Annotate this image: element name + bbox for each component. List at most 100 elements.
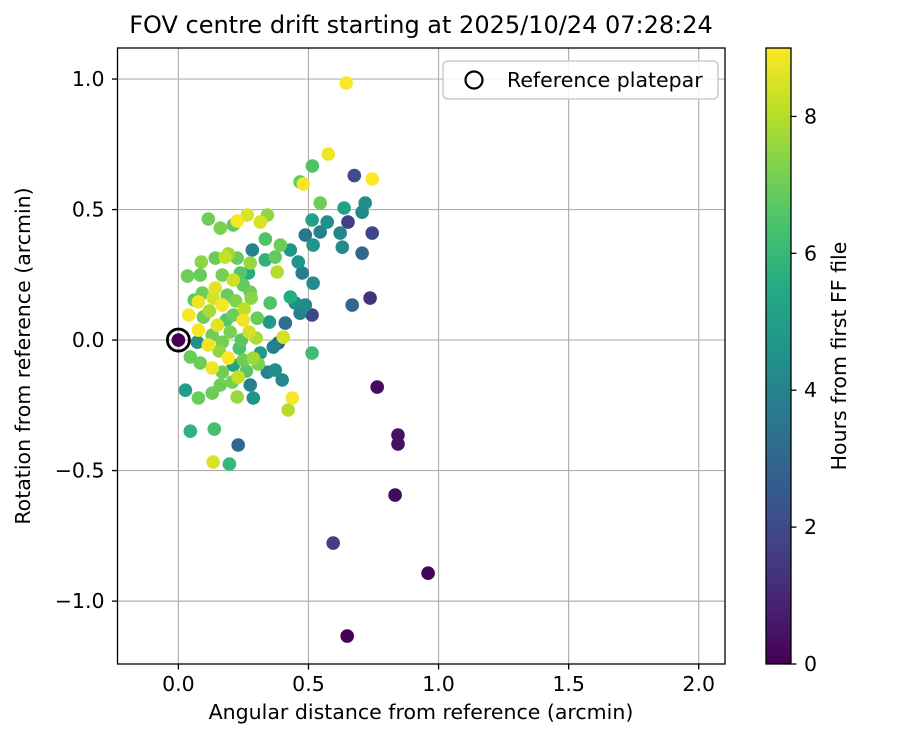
colorbar-tick-label: 6 [804,241,817,265]
scatter-point [243,378,257,392]
scatter-point [242,325,256,339]
scatter-point [230,390,244,404]
scatter-point [183,424,198,439]
scatter-point [313,196,328,210]
scatter-point [190,335,205,350]
scatter-point [215,298,229,312]
scatter-point [228,294,243,308]
scatter-point [391,437,405,451]
scatter-point [244,291,258,305]
grid-layer [117,48,725,664]
scatter-point [250,311,264,326]
scatter-point [333,226,348,240]
scatter-point [245,243,260,257]
chart-title: FOV centre drift starting at 2025/10/24 … [129,11,713,39]
scatter-point [178,383,193,398]
scatter-point [230,214,244,228]
scatter-point [194,255,209,269]
scatter-point [296,177,311,191]
colorbar: 0 2 4 6 8 [765,47,817,676]
scatter-point [182,308,196,322]
scatter-point [221,351,236,365]
colorbar-outline [765,47,792,665]
scatter-point [208,251,223,265]
scatter-point [210,318,225,333]
scatter-point [207,422,222,436]
scatter-point [339,76,354,90]
reference-platepar-marker [165,327,191,353]
scatter-point [281,403,296,417]
scatter-point [365,226,380,240]
scatter-point [285,391,300,405]
scatter-point [215,268,230,282]
scatter-point [171,333,186,347]
scatter-point [237,302,251,316]
scatter-point [231,370,245,384]
scatter-point [193,268,207,282]
scatter-point [180,269,195,283]
scatter-point [320,215,335,229]
colorbar-tick-label: 2 [804,515,817,539]
scatter-point [335,240,350,254]
colorbar-label: Hours from first FF file [827,242,851,471]
scatter-point [231,438,245,452]
scatter-point [305,346,319,360]
scatter-point [273,238,288,252]
scatter-point [370,380,385,394]
scatter-point [202,304,217,318]
colorbar-tick-label: 0 [804,652,817,676]
scatter-point [388,488,402,502]
x-tick-label: 0.0 [162,672,195,696]
scatter-point [298,228,313,242]
scatter-point [268,250,283,264]
y-tick-label: −0.5 [55,459,105,483]
scatter-point [337,201,351,215]
scatter-point [345,298,360,312]
scatter-point [270,265,285,279]
y-axis-label: Rotation from reference (arcmin) [11,187,35,524]
scatter-point [206,455,220,469]
scatter-point [208,281,223,295]
scatter-point [223,325,237,339]
scatter-point [306,238,320,252]
scatter-point [201,338,216,352]
scatter-point [258,232,273,246]
scatter-point [191,323,206,338]
scatter-point [291,255,306,269]
scatter-point [268,363,283,377]
legend-label: Reference platepar [507,68,703,92]
scatter-point [363,291,377,305]
scatter-point [191,295,206,309]
scatter-point [266,340,281,354]
scatter-point [365,172,380,186]
x-tick-label: 2.0 [682,672,715,696]
x-tick-label: 0.5 [292,672,325,696]
scatter-point [262,315,277,329]
x-tick-label: 1.0 [422,672,455,696]
y-tick-label: 0.5 [72,198,105,222]
colorbar-tick-label: 4 [804,378,817,402]
scatter-point [218,250,232,264]
scatter-point [283,290,298,304]
x-tick-label: 1.5 [552,672,585,696]
scatter-point [243,256,257,270]
scatter-point [340,629,355,643]
scatter-point [305,308,319,322]
legend-open-circle-icon [464,70,484,90]
scatter-point [278,316,293,330]
scatter-point [253,215,268,229]
scatter-point [222,457,237,471]
scatter-point [183,350,198,364]
plot-border [116,47,726,665]
scatter-point [246,391,261,405]
scatter-point [276,330,291,345]
scatter-point [326,536,341,550]
scatter-point [213,221,228,235]
scatter-point [213,378,228,392]
x-axis-label: Angular distance from reference (arcmin) [209,700,634,724]
scatter-point [191,391,206,405]
scatter-point [358,196,373,210]
scatter-point [298,298,313,312]
